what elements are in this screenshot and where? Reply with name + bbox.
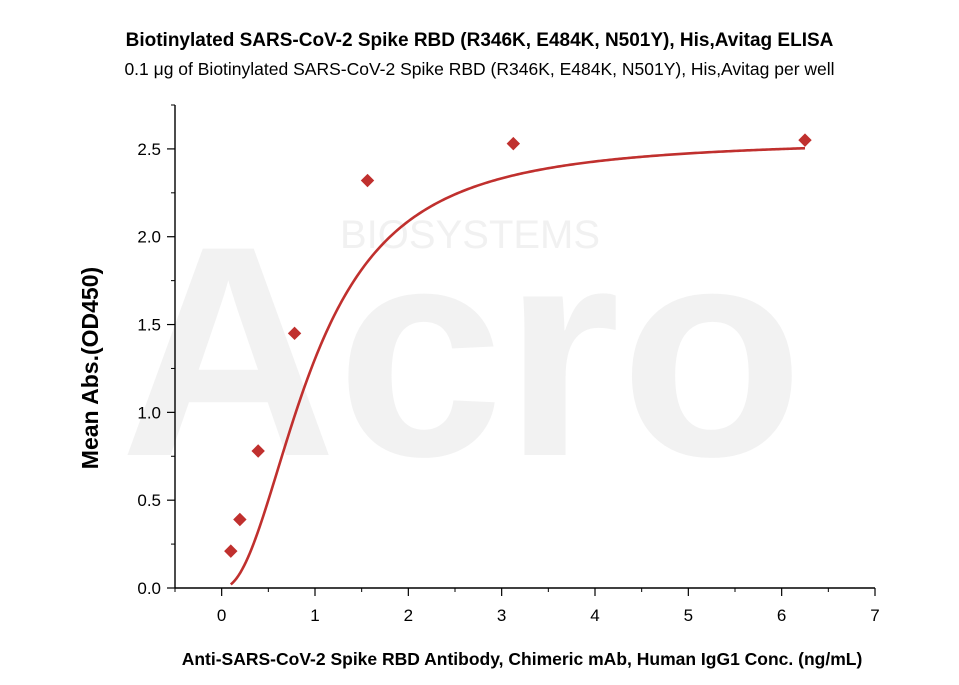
data-point [224, 544, 238, 558]
data-point [506, 136, 521, 151]
y-tick-label: 1.5 [137, 316, 161, 335]
fit-curve [229, 146, 806, 586]
x-tick-label: 4 [590, 606, 599, 625]
x-tick-label: 5 [684, 606, 693, 625]
x-tick-label: 2 [404, 606, 413, 625]
data-point [798, 133, 812, 147]
chart-subtitle: 0.1 μg of Biotinylated SARS-CoV-2 Spike … [124, 59, 835, 79]
data-point [233, 512, 247, 527]
chart-title: Biotinylated SARS-CoV-2 Spike RBD (R346K… [125, 30, 834, 51]
data-point [287, 326, 302, 341]
data-point [251, 444, 265, 458]
x-tick-label: 3 [497, 606, 506, 625]
watermark-brand: Acro [120, 183, 804, 519]
x-tick-label: 6 [777, 606, 786, 625]
ticks: 0 1 2 3 4 5 6 7 0.0 0.5 1.0 1.5 2.0 2.5 [137, 104, 880, 625]
y-tick-label: 1.0 [137, 403, 161, 422]
y-tick-label: 2.0 [137, 228, 161, 247]
axes [174, 105, 875, 589]
watermark-text: BIOSYSTEMS [340, 213, 600, 257]
y-axis-label: Mean Abs.(OD450) [77, 267, 103, 469]
y-tick-label: 0.5 [137, 491, 161, 510]
data-points [224, 133, 812, 558]
x-axis-label: Anti-SARS-CoV-2 Spike RBD Antibody, Chim… [182, 649, 863, 669]
x-tick-label: 0 [217, 606, 226, 625]
watermark: Acro BIOSYSTEMS [120, 183, 804, 519]
x-tick-label: 1 [310, 606, 319, 625]
y-tick-label: 2.5 [137, 140, 161, 159]
y-tick-label: 0.0 [137, 579, 161, 598]
x-tick-label: 7 [870, 606, 879, 625]
data-point [360, 173, 375, 188]
